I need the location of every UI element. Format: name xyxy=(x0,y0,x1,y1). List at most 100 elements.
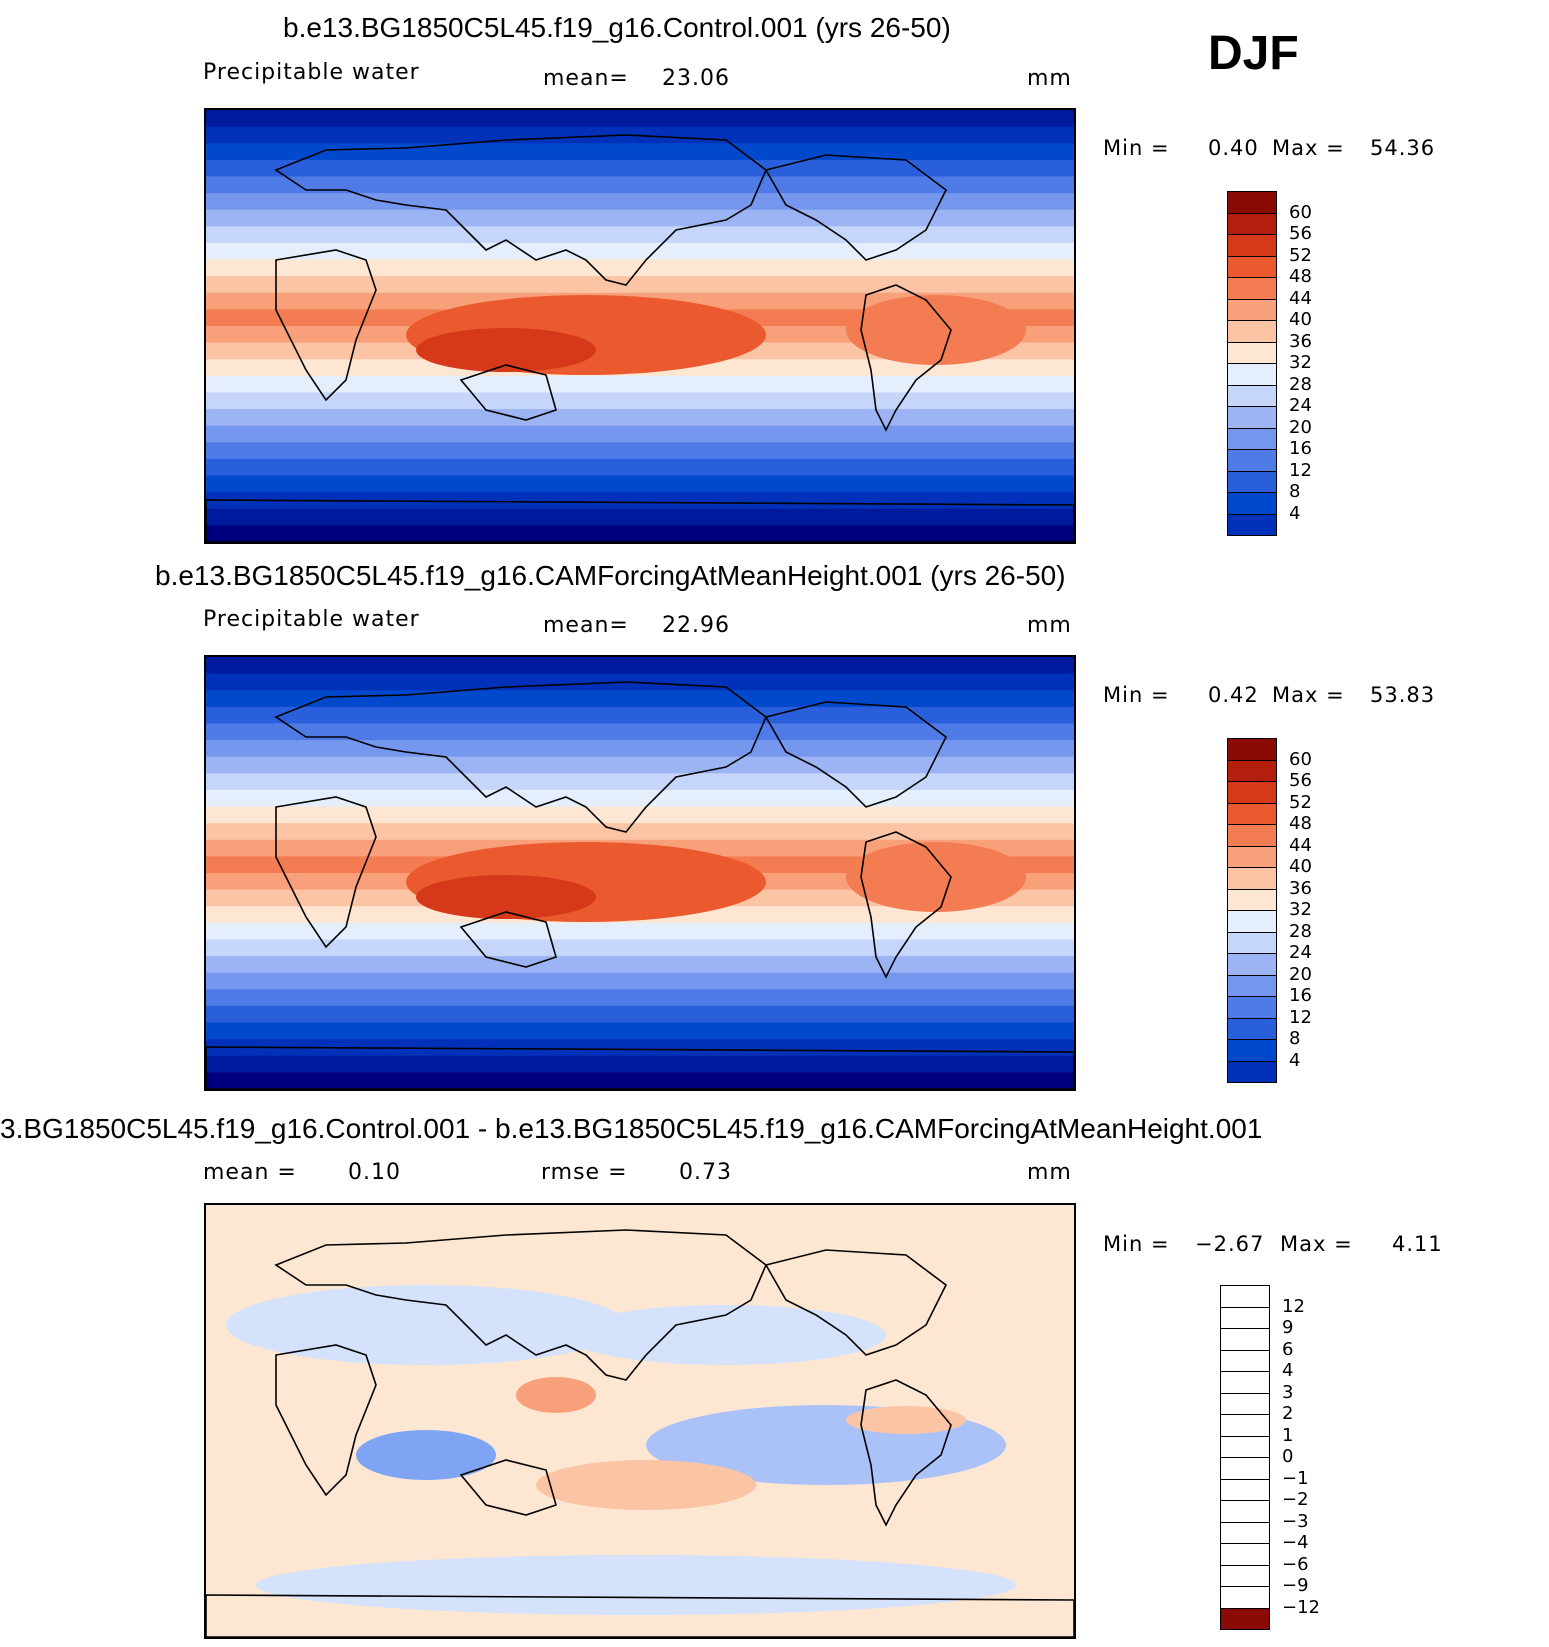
panel3-contour-bands xyxy=(206,1205,1074,1637)
contour-band xyxy=(206,1072,1074,1089)
contour-band xyxy=(206,176,1074,195)
colorbar-tick-label: 6 xyxy=(1282,1338,1294,1360)
contour-band xyxy=(206,525,1074,542)
panel2-variable: Precipitable water xyxy=(203,607,420,632)
panel3-map xyxy=(204,1203,1076,1639)
panel3-min-value: −2.67 xyxy=(1195,1232,1265,1256)
panel3-colorbar: 12 9 6 4 3 2 1 0 −1 −2 −3 −4 −6 −9 −12 xyxy=(1220,1285,1320,1630)
contour-band xyxy=(206,956,1074,974)
colorbar-tick-label: −9 xyxy=(1282,1575,1309,1596)
colorbar-swatch xyxy=(1227,759,1277,782)
contour-band xyxy=(206,193,1074,211)
panel1-map xyxy=(204,108,1076,544)
season-label: DJF xyxy=(1208,27,1299,80)
warm-pool-peak xyxy=(416,875,596,919)
colorbar-tick-label: 56 xyxy=(1289,223,1312,244)
coastline xyxy=(764,154,948,261)
colorbar-tick-label: 0 xyxy=(1282,1446,1294,1467)
contour-band xyxy=(206,989,1074,1007)
colorbar-tick-label: 12 xyxy=(1282,1295,1305,1317)
contour-band xyxy=(206,740,1074,758)
colorbar-tick-label: 24 xyxy=(1289,942,1312,963)
contour-band xyxy=(206,409,1074,427)
panel3-rmse-label: rmse = xyxy=(541,1160,628,1185)
panel1-title: b.e13.BG1850C5L45.f19_g16.Control.001 (y… xyxy=(283,12,951,43)
colorbar-swatch xyxy=(1227,867,1277,890)
panel3-rmse-value: 0.73 xyxy=(679,1160,732,1185)
panel2-mean-value: 22.96 xyxy=(662,613,730,638)
panel2-mean-label: mean= xyxy=(543,613,629,638)
colorbar-swatch xyxy=(1227,1039,1277,1062)
contour-band xyxy=(206,939,1074,958)
contour-band xyxy=(206,458,1074,477)
contour-band xyxy=(206,823,1074,841)
colorbar-swatch xyxy=(1227,888,1277,911)
colorbar-tick-label: 4 xyxy=(1289,1049,1301,1071)
colorbar-swatch xyxy=(1220,1607,1270,1630)
colorbar-tick-label: −3 xyxy=(1282,1510,1309,1532)
colorbar-tick-label: 48 xyxy=(1289,813,1312,834)
panel3-units: mm xyxy=(1027,1160,1072,1185)
colorbar-tick-label: 4 xyxy=(1289,502,1301,524)
colorbar-tick-label: 28 xyxy=(1289,373,1312,395)
coastline xyxy=(860,284,952,432)
amazon-moist-region xyxy=(846,295,1026,365)
colorbar-tick-label: 2 xyxy=(1282,1403,1294,1424)
panel2-max-value: 53.83 xyxy=(1370,683,1436,707)
colorbar-tick-label: 8 xyxy=(1289,1028,1301,1049)
colorbar-swatch xyxy=(1227,974,1277,997)
positive-anomaly xyxy=(846,1406,966,1434)
coastline xyxy=(274,134,767,286)
panel1-units: mm xyxy=(1027,66,1072,91)
colorbar-tick-label: 40 xyxy=(1289,856,1312,877)
colorbar-swatch xyxy=(1220,1457,1270,1480)
colorbar-tick-label: 24 xyxy=(1289,395,1312,416)
colorbar-swatch xyxy=(1220,1371,1270,1394)
panel3-title: 3.BG1850C5L45.f19_g16.Control.001 - b.e1… xyxy=(0,1113,1263,1144)
panel2-map-field xyxy=(206,657,1074,1089)
colorbar-swatch xyxy=(1220,1521,1270,1544)
colorbar-swatch xyxy=(1227,384,1277,407)
colorbar-tick-label: −1 xyxy=(1282,1467,1309,1489)
panel1-colorbar: 60 56 52 48 44 40 36 32 28 24 20 16 12 8 4 xyxy=(1227,191,1312,536)
contour-band xyxy=(206,723,1074,742)
panel2-coastlines xyxy=(206,681,1074,1089)
panel2-min-label: Min = xyxy=(1103,683,1170,707)
colorbar-tick-label: 60 xyxy=(1289,201,1312,223)
contour-band xyxy=(206,789,1074,808)
negative-anomaly xyxy=(256,1555,1016,1615)
colorbar-tick-label: 32 xyxy=(1289,352,1312,373)
contour-band xyxy=(206,508,1074,527)
colorbar-swatch xyxy=(1227,738,1277,761)
colorbar-tick-label: 12 xyxy=(1289,1006,1312,1028)
colorbar-swatch xyxy=(1227,212,1277,235)
panel1-map-field xyxy=(206,110,1074,542)
contour-band xyxy=(206,392,1074,411)
coastline xyxy=(764,701,948,808)
panel1-coastlines xyxy=(206,134,1074,542)
colorbar-swatch xyxy=(1227,255,1277,278)
panel3-mean-value: 0.10 xyxy=(348,1160,401,1185)
colorbar-tick-label: −4 xyxy=(1282,1532,1309,1553)
contour-band xyxy=(206,756,1074,775)
contour-band xyxy=(206,143,1074,161)
positive-anomaly xyxy=(536,1460,756,1510)
warm-pool-peak xyxy=(416,328,596,372)
panel1-min-label: Min = xyxy=(1103,136,1170,160)
colorbar-tick-label: 32 xyxy=(1289,899,1312,920)
coastline xyxy=(206,1594,1074,1637)
contour-band xyxy=(206,657,1074,675)
colorbar-swatch xyxy=(1227,824,1277,847)
coastline xyxy=(459,1459,557,1516)
colorbar-swatch xyxy=(1220,1478,1270,1501)
colorbar-tick-label: 60 xyxy=(1289,748,1312,770)
coastline xyxy=(860,831,952,979)
colorbar-tick-label: 52 xyxy=(1289,244,1312,266)
panel1-max-value: 54.36 xyxy=(1370,136,1436,160)
panel1-variable: Precipitable water xyxy=(203,60,420,85)
colorbar-tick-label: −2 xyxy=(1282,1489,1309,1510)
contour-band xyxy=(206,690,1074,708)
colorbar-swatch xyxy=(1227,910,1277,933)
colorbar-swatch xyxy=(1227,470,1277,493)
negative-anomaly xyxy=(566,1305,886,1365)
